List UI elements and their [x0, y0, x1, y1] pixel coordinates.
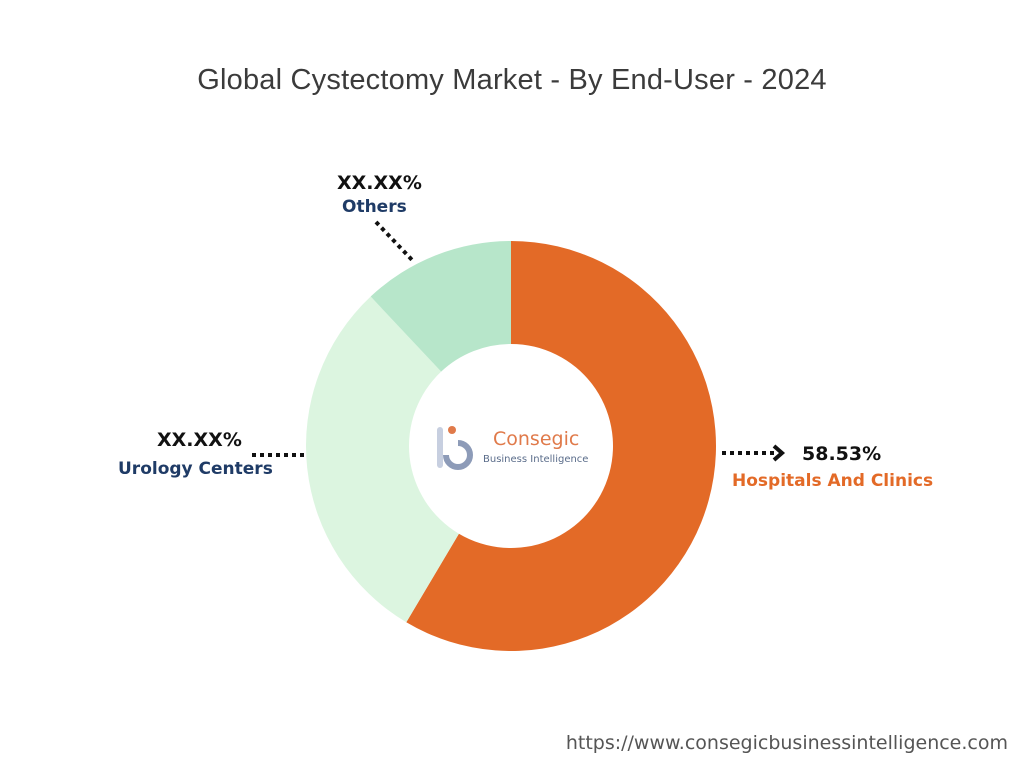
slice-value-urology: XX.XX% — [157, 429, 242, 451]
leader-arrow-hospitals — [772, 444, 786, 462]
chart-title: Global Cystectomy Market - By End-User -… — [197, 64, 827, 96]
leader-line-others — [374, 220, 416, 264]
slice-label-hospitals: Hospitals And Clinics — [732, 471, 933, 491]
slice-others — [370, 241, 511, 372]
slice-hospitals — [406, 241, 716, 651]
slice-label-urology: Urology Centers — [118, 459, 273, 479]
source-url: https://www.consegicbusinessintelligence… — [565, 732, 1008, 754]
slice-label-others: Others — [342, 197, 407, 217]
donut-slices — [306, 241, 716, 651]
slice-value-others: XX.XX% — [337, 172, 422, 194]
watermark-line2: Business Intelligence — [483, 454, 588, 465]
consegic-logo: Consegic Business Intelligence — [437, 426, 588, 470]
slice-urology — [306, 296, 459, 623]
slice-value-hospitals: 58.53% — [802, 443, 881, 465]
watermark-line1: Consegic — [493, 428, 579, 450]
